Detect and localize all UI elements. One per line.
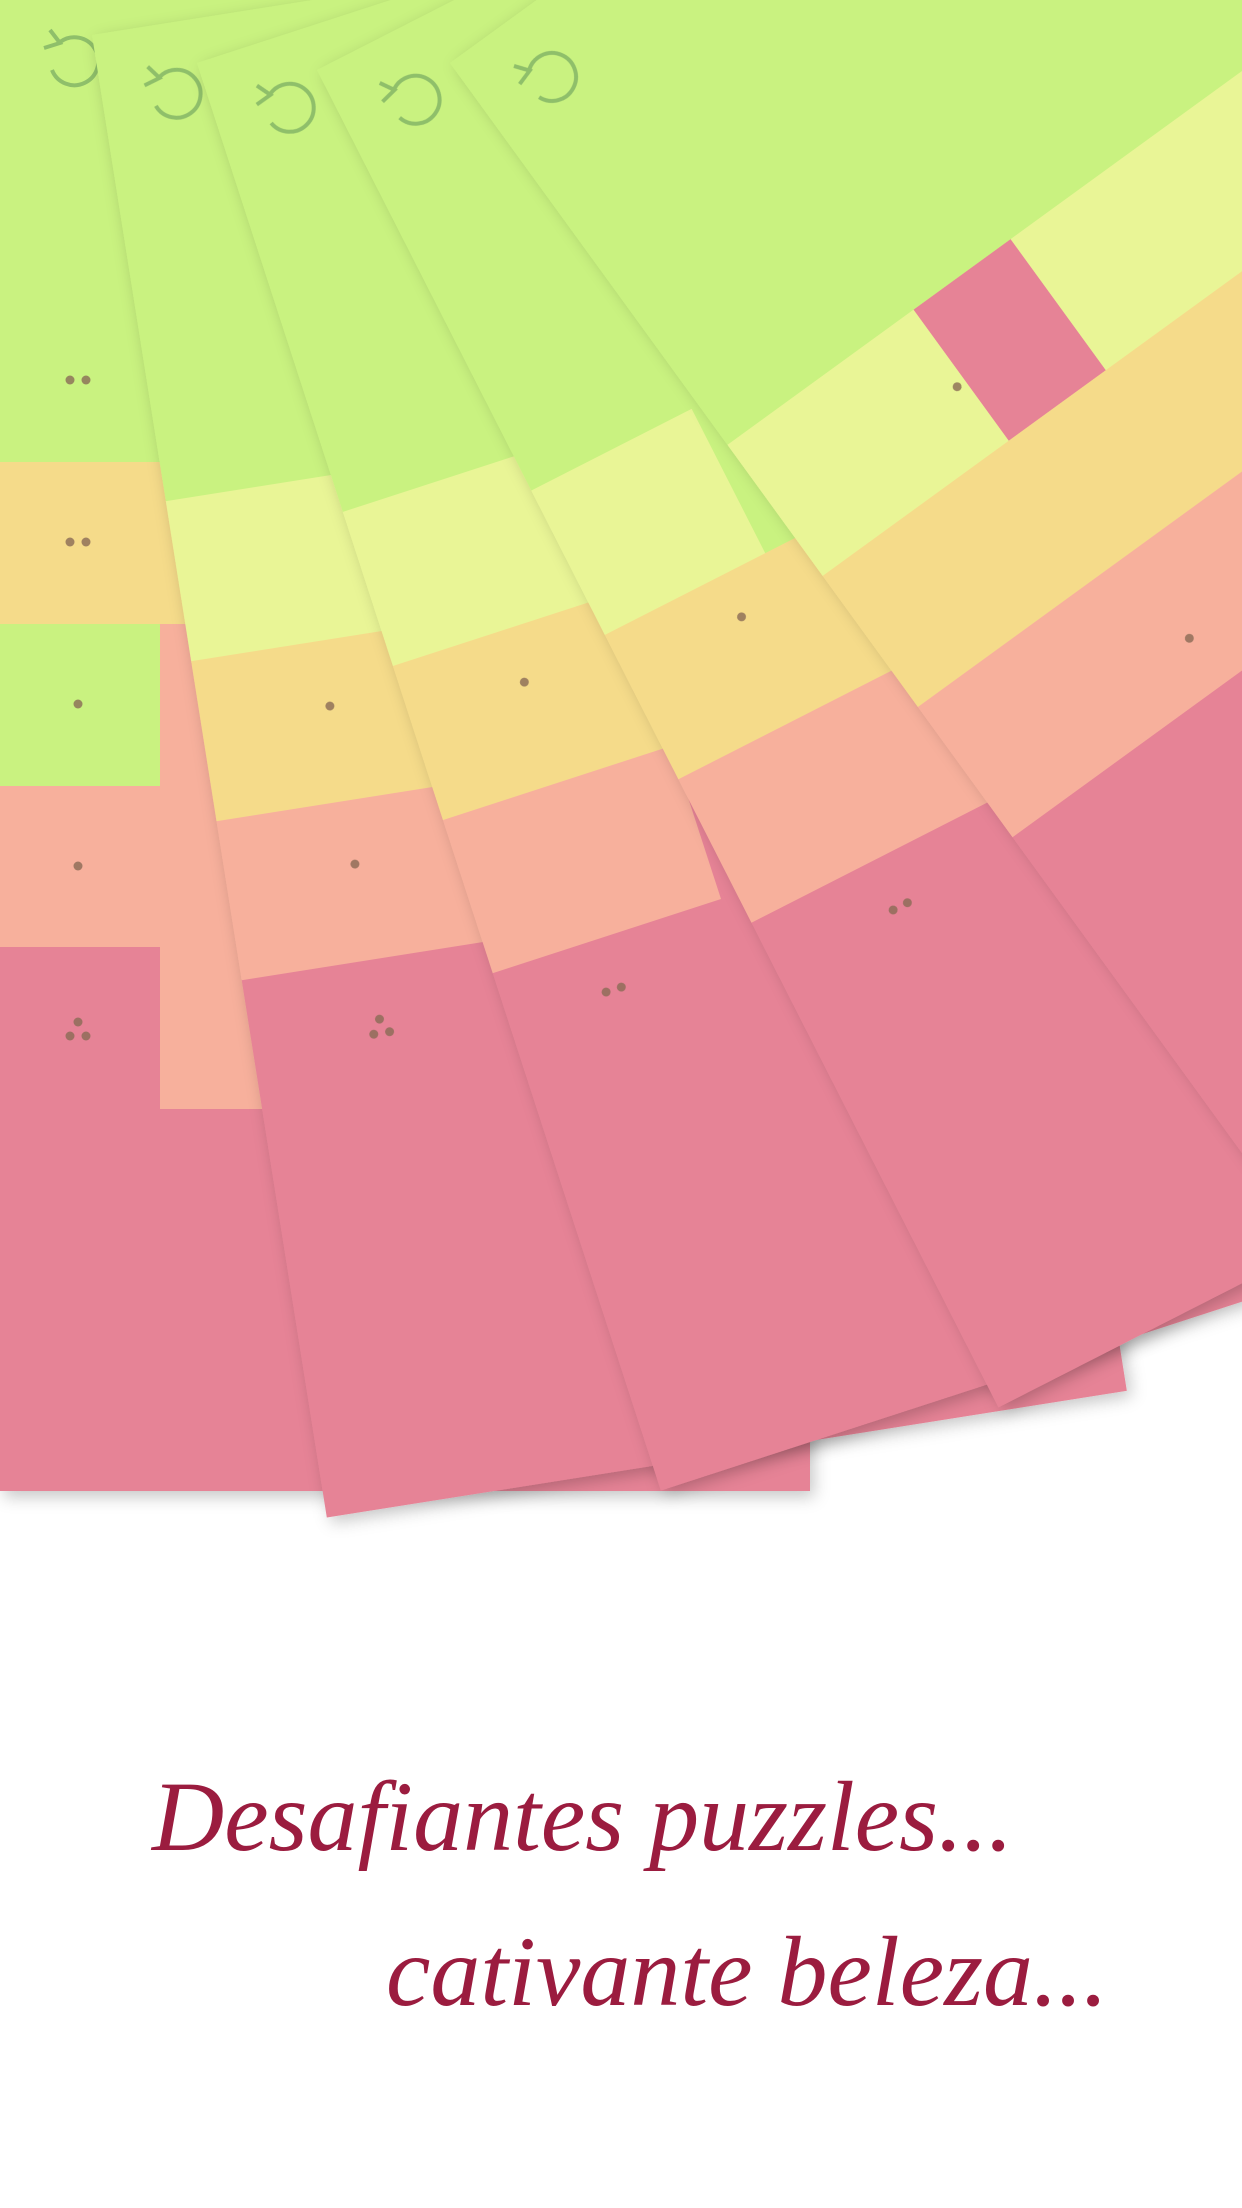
fixed-tile-dot [369,1029,379,1039]
reset-icon [527,50,579,103]
puzzle-card [450,0,1242,1278]
fixed-tile-dot [902,898,912,908]
fixed-tile-dot [73,699,83,709]
fixed-tile-dot [374,1014,384,1024]
tagline-line-1: Desafiantes puzzles... [150,1761,1013,1872]
reset-icon [154,67,203,120]
fixed-tile-dot [65,537,75,547]
reset-icon-arrow [43,28,64,50]
color-band [822,0,1242,708]
fixed-tile-dot [81,1031,91,1041]
fixed-tile-dot [1184,633,1194,643]
reset-icon-arrow [255,83,274,107]
color-tile [913,239,1106,441]
tagline-line-2: cativante beleza... [386,1916,1108,2027]
puzzle-fan [0,0,1242,1518]
fixed-tile-dot [81,537,91,547]
color-band [450,0,1242,446]
fixed-tile-dot [519,677,529,687]
fixed-tile-dot [601,987,611,997]
fixed-tile-dot [616,982,626,992]
color-band [917,0,1242,839]
reset-icon [392,73,442,126]
reset-icon-arrow [378,81,398,104]
fixed-tile-dot [73,1017,83,1027]
reset-icon-arrow [513,64,534,86]
reset-icon [268,81,316,134]
fixed-tile-dot [81,375,91,385]
reset-icon-arrow [143,65,164,88]
fixed-tile-dot [385,1027,395,1037]
fixed-tile-dot [952,382,962,392]
fixed-tile-dot [65,1031,75,1041]
fixed-tile-dot [350,859,360,869]
fixed-tile-dot [73,861,83,871]
fixed-tile-dot [65,375,75,385]
fixed-tile-dot [737,612,747,622]
fixed-tile-dot [325,701,335,711]
fixed-tile-dot [888,905,898,915]
